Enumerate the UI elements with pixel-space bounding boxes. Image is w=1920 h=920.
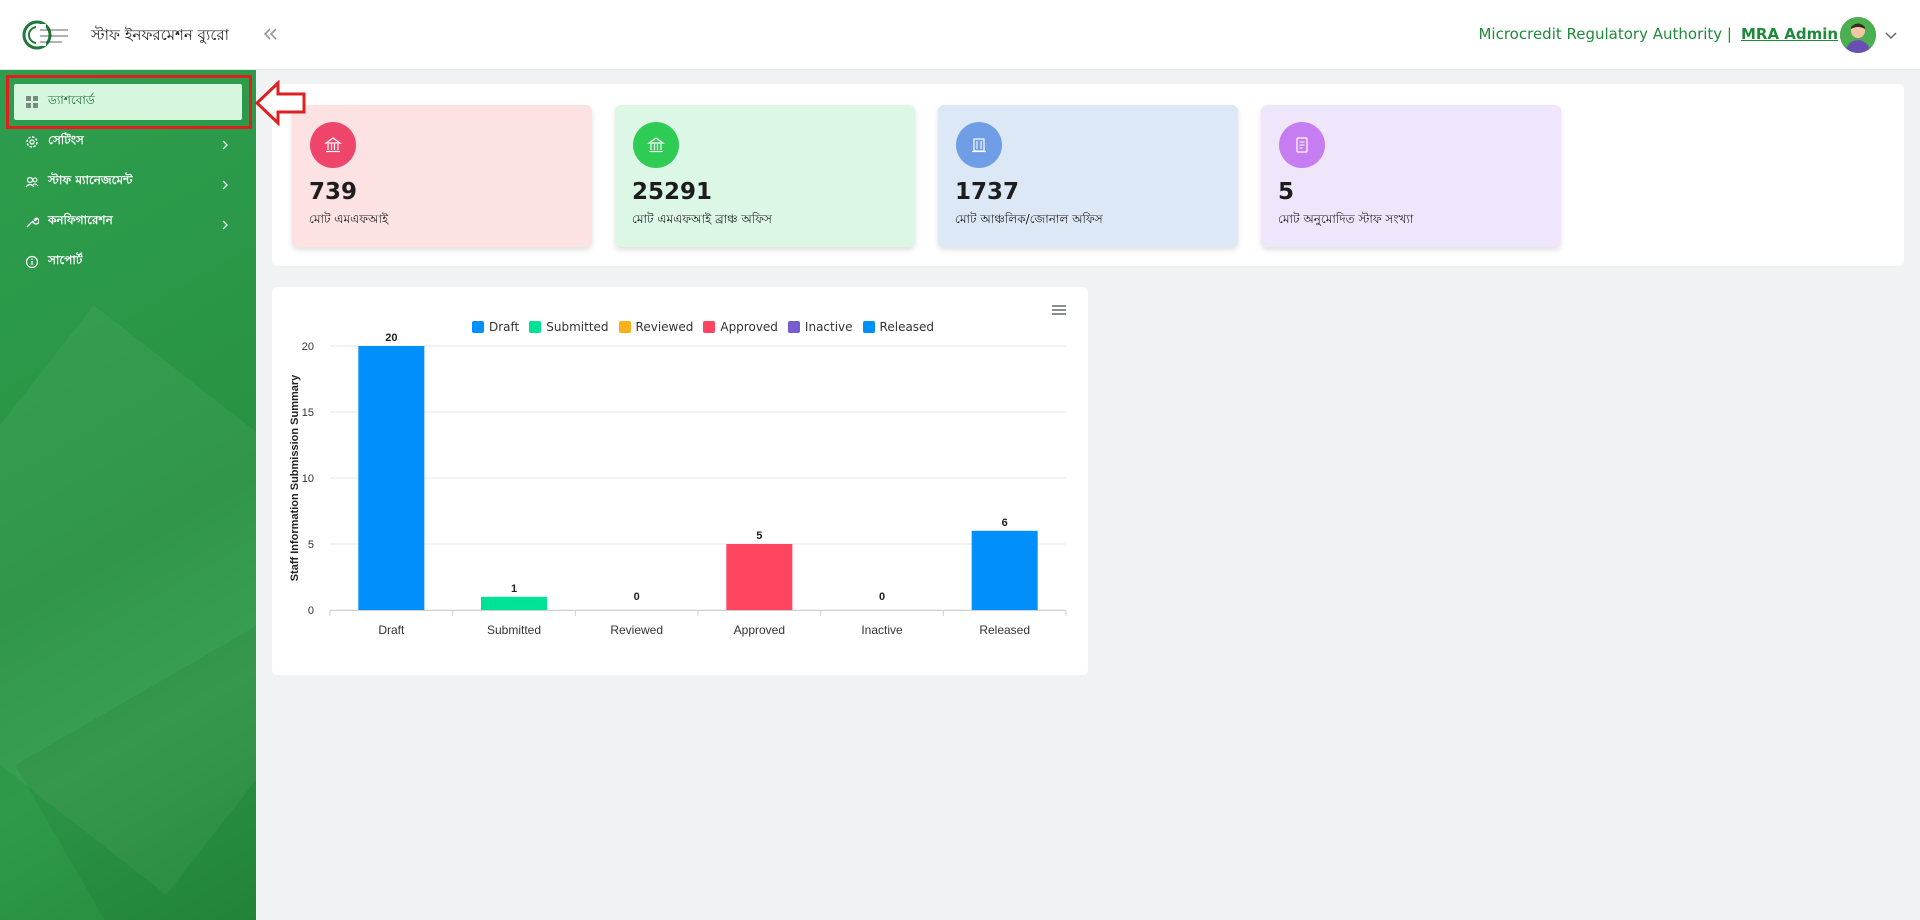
data-label: 0 xyxy=(634,591,640,603)
chevron-right-icon xyxy=(220,216,230,230)
data-label: 0 xyxy=(879,591,885,603)
legend-swatch xyxy=(703,321,716,333)
dashboard-icon xyxy=(24,94,40,110)
chevron-down-icon[interactable] xyxy=(1883,27,1899,43)
wrench-icon xyxy=(24,214,40,230)
y-tick-label: 5 xyxy=(308,539,314,551)
user-name-link[interactable]: MRA Admin xyxy=(1741,25,1839,43)
y-tick-label: 0 xyxy=(308,605,314,617)
legend-item[interactable]: Released xyxy=(862,320,935,334)
stat-value: 1737 xyxy=(955,179,1020,205)
x-tick-label: Released xyxy=(979,623,1030,637)
bank-icon xyxy=(310,122,356,168)
legend-swatch xyxy=(618,321,631,333)
org-name: Microcredit Regulatory Authority | xyxy=(1478,25,1732,43)
legend-swatch xyxy=(529,321,542,333)
stat-label: মোট আঞ্চলিক/জোনাল অফিস xyxy=(955,212,1103,226)
bar-approved xyxy=(726,544,793,610)
legend-label: Inactive xyxy=(804,320,853,334)
bank-icon xyxy=(633,122,679,168)
sidebar-item-label: সাপোর্ট xyxy=(48,253,83,267)
stat-card-branch-office: 25291 মোট এমএফআই ব্রাঞ্চ অফিস xyxy=(615,105,915,247)
x-tick-label: Approved xyxy=(734,623,785,637)
stat-value: 25291 xyxy=(632,179,713,205)
legend-label: Reviewed xyxy=(635,320,694,334)
sidebar-item-label: সেটিংস xyxy=(48,133,84,147)
stat-card-mfi: 739 মোট এমএফআই xyxy=(292,105,592,247)
users-icon xyxy=(24,174,40,190)
chart-menu-icon[interactable] xyxy=(1050,302,1068,316)
y-axis-title: Staff Information Submission Summary xyxy=(289,374,301,581)
legend-label: Draft xyxy=(489,320,520,334)
bar-chart: 0 5 10 15 20 20 Draft 1 Submitted 0 Reviewed 5 Appro… xyxy=(289,332,1067,637)
sidebar-item-label: কনফিগারেশন xyxy=(48,213,113,227)
sidebar-item-configuration[interactable]: কনফিগারেশন xyxy=(14,204,242,240)
bar-draft xyxy=(358,346,425,610)
chart-legend: Draft Submitted Reviewed Approved Inactive Re… xyxy=(472,320,934,334)
building-icon xyxy=(956,122,1002,168)
bar-submitted xyxy=(481,596,547,610)
stat-label: মোট এমএফআই ব্রাঞ্চ অফিস xyxy=(632,212,772,226)
stat-label: মোট অনুমোদিত স্টাফ সংখ্যা xyxy=(1278,212,1414,226)
highlight-box xyxy=(6,75,252,129)
legend-label: Submitted xyxy=(546,320,609,334)
legend-label: Released xyxy=(879,320,935,334)
collapse-sidebar-icon[interactable] xyxy=(258,22,282,46)
y-tick-label: 20 xyxy=(302,341,314,353)
legend-swatch xyxy=(862,321,875,333)
legend-item[interactable]: Submitted xyxy=(529,320,609,334)
data-label: 1 xyxy=(511,583,517,595)
sidebar-item-staff-management[interactable]: স্টাফ ম্যানেজমেন্ট xyxy=(14,164,242,200)
sidebar-item-dashboard[interactable]: ড্যাশবোর্ড xyxy=(14,84,242,120)
legend-swatch xyxy=(787,321,800,333)
sidebar-item-support[interactable]: সাপোর্ট xyxy=(14,244,242,280)
info-icon xyxy=(24,254,40,270)
sidebar-item-settings[interactable]: সেটিংস xyxy=(14,124,242,160)
data-label: 6 xyxy=(1002,517,1008,529)
stat-card-zonal-office: 1737 মোট আঞ্চলিক/জোনাল অফিস xyxy=(938,105,1238,247)
x-tick-label: Submitted xyxy=(487,623,541,637)
bar-released xyxy=(971,530,1038,610)
legend-item[interactable]: Reviewed xyxy=(618,320,694,334)
legend-item[interactable]: Draft xyxy=(472,320,519,334)
app-title: স্টাফ ইনফরমেশন ব্যুরো xyxy=(91,26,229,44)
document-icon xyxy=(1279,122,1325,168)
data-label: 5 xyxy=(756,530,762,542)
y-tick-label: 15 xyxy=(302,407,314,419)
x-tick-label: Inactive xyxy=(861,623,903,637)
y-tick-label: 10 xyxy=(302,473,314,485)
sidebar-item-label: স্টাফ ম্যানেজমেন্ট xyxy=(48,173,133,187)
x-tick-label: Reviewed xyxy=(610,623,663,637)
pointer-arrow-icon xyxy=(254,79,308,127)
legend-label: Approved xyxy=(720,320,778,334)
gear-icon xyxy=(24,134,40,150)
sidebar-item-label: ড্যাশবোর্ড xyxy=(48,93,95,107)
stat-card-approved-staff: 5 মোট অনুমোদিত স্টাফ সংখ্যা xyxy=(1261,105,1561,247)
data-label: 20 xyxy=(385,332,397,344)
sidebar xyxy=(0,70,256,920)
legend-item[interactable]: Inactive xyxy=(787,320,853,334)
top-header: স্টাফ ইনফরমেশন ব্যুরো Microcredit Regula… xyxy=(0,0,1920,70)
legend-item[interactable]: Approved xyxy=(703,320,778,334)
stat-value: 5 xyxy=(1278,179,1295,205)
legend-swatch xyxy=(472,321,484,333)
x-tick-label: Draft xyxy=(378,623,405,637)
avatar[interactable] xyxy=(1840,17,1876,53)
mra-logo xyxy=(22,16,74,54)
stat-value: 739 xyxy=(309,179,358,205)
stat-label: মোট এমএফআই xyxy=(309,212,389,226)
chevron-right-icon xyxy=(220,136,230,150)
chevron-right-icon xyxy=(220,176,230,190)
